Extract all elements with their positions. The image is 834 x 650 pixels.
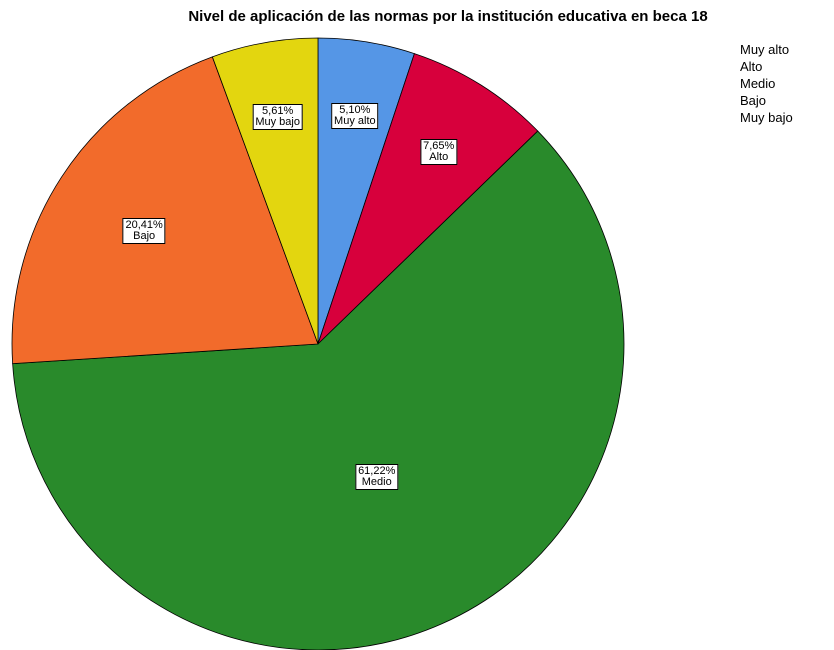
legend-item: Muy alto bbox=[740, 42, 789, 57]
category-label: Medio bbox=[361, 475, 392, 488]
legend-item: Alto bbox=[740, 59, 762, 74]
legend-label: Medio bbox=[740, 76, 776, 91]
category-label: Bajo bbox=[133, 229, 156, 242]
chart-title: Nivel de aplicación de las normas por la… bbox=[188, 8, 708, 25]
value-label: 20,41% bbox=[125, 218, 163, 231]
category-label: Muy bajo bbox=[255, 116, 300, 129]
legend-label: Muy bajo bbox=[740, 110, 793, 125]
legend-label: Muy alto bbox=[740, 42, 790, 57]
category-label: Alto bbox=[429, 150, 449, 163]
legend-label: Alto bbox=[740, 59, 763, 74]
legend-label: Bajo bbox=[740, 93, 767, 108]
pie-slice bbox=[317, 53, 539, 345]
data-label: 7,65% Alto bbox=[420, 138, 458, 165]
value-label: 5,10% bbox=[339, 104, 371, 117]
data-label: 5,61% Muy bajo bbox=[252, 104, 303, 131]
pie-slice bbox=[11, 56, 319, 365]
value-label: 7,65% bbox=[423, 139, 455, 152]
category-label: Muy alto bbox=[334, 115, 376, 128]
value-label: 61,22% bbox=[358, 464, 396, 477]
data-label: 5,10% Muy alto bbox=[331, 103, 379, 130]
legend-item: Medio bbox=[740, 76, 775, 91]
data-label: 20,41% Bajo bbox=[122, 217, 166, 244]
value-label: 5,61% bbox=[262, 105, 294, 118]
pie-slice bbox=[12, 130, 625, 650]
legend-item: Muy bajo bbox=[740, 110, 793, 125]
data-label: 61,22% Medio bbox=[355, 463, 399, 490]
legend-item: Bajo bbox=[740, 93, 766, 108]
